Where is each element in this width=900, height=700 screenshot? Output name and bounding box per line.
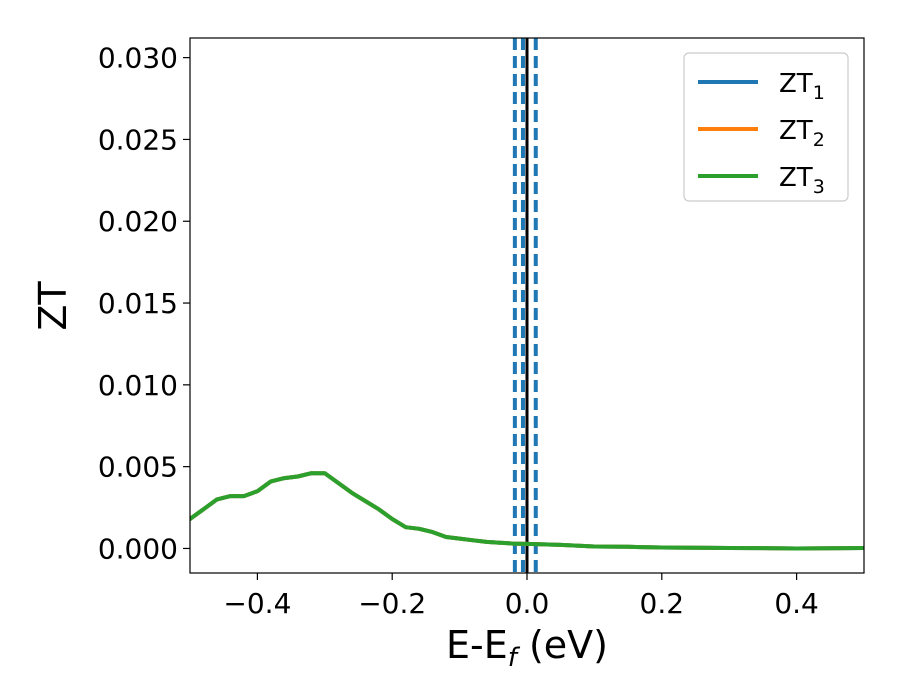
- y-tick-label: 0.000: [98, 532, 178, 565]
- y-axis-ticks: 0.000 0.005 0.010 0.015 0.020 0.025 0.030: [98, 42, 190, 565]
- legend-label-ZT3: ZT3: [779, 163, 825, 198]
- series-line-ZT3: [190, 471, 864, 551]
- x-tick-label: 0.0: [505, 587, 550, 620]
- y-tick-label: 0.010: [98, 369, 178, 402]
- x-tick-label: 0.2: [640, 587, 685, 620]
- legend-box: [683, 52, 849, 202]
- x-axis-label-main: E-E: [446, 623, 508, 667]
- y-tick-label: 0.020: [98, 205, 178, 238]
- y-tick-label: 0.030: [98, 42, 178, 75]
- x-tick-label: 0.4: [774, 587, 819, 620]
- y-tick-label: 0.005: [98, 451, 178, 484]
- x-axis-label: E-Ef (eV): [446, 623, 608, 673]
- axes-frame: [189, 37, 865, 574]
- x-axis-ticks: −0.4 −0.2 0.0 0.2 0.4: [223, 573, 819, 620]
- y-tick-label: 0.015: [98, 287, 178, 320]
- legend: ZT1 ZT2 ZT3: [683, 52, 849, 202]
- legend-label-ZT1: ZT1: [779, 69, 825, 104]
- x-axis-label-suffix: (eV): [517, 623, 608, 667]
- legend-label-ZT2: ZT2: [779, 116, 825, 151]
- x-tick-label: −0.2: [358, 587, 426, 620]
- y-axis-label: ZT: [31, 281, 75, 331]
- y-tick-label: 0.025: [98, 123, 178, 156]
- x-tick-label: −0.4: [223, 587, 291, 620]
- plot-area: [190, 38, 864, 573]
